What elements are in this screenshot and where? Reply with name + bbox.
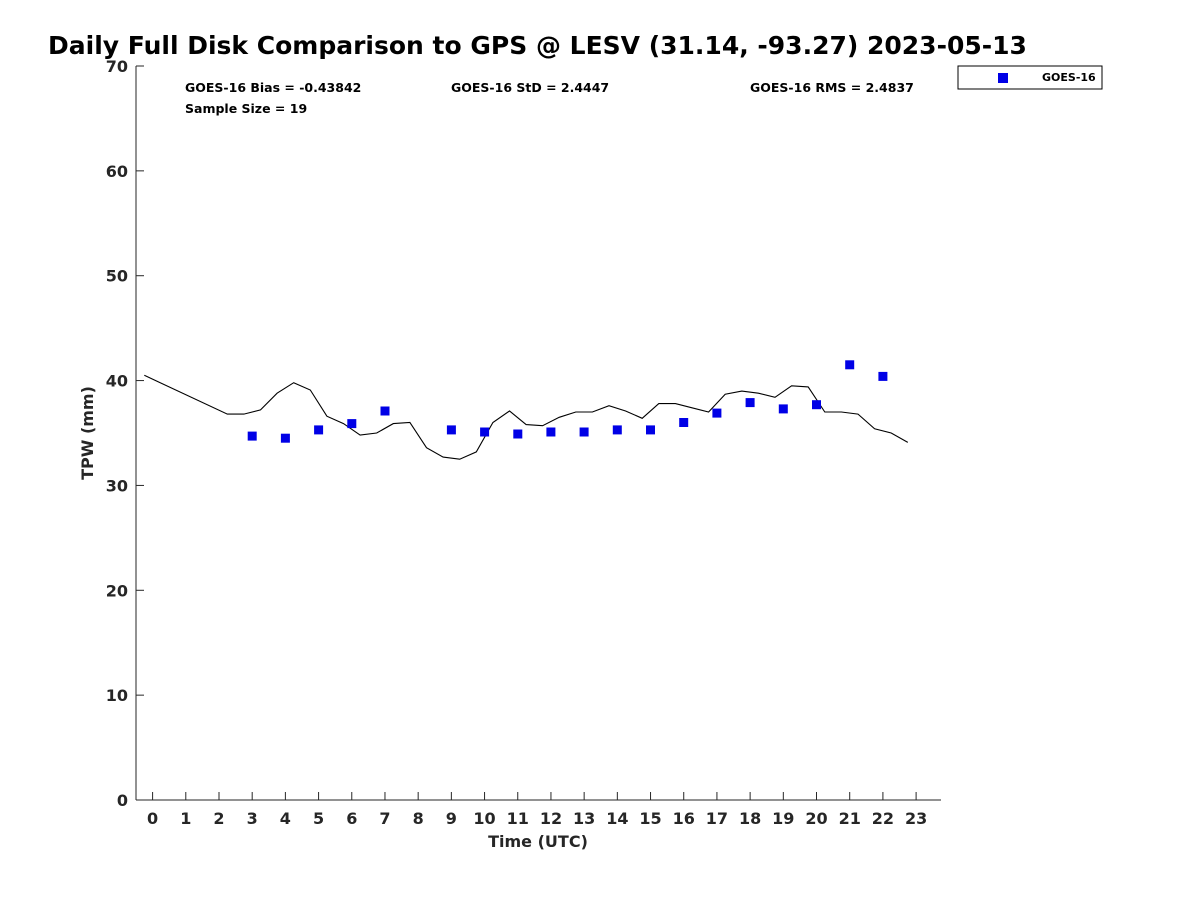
y-tick-label: 70 — [106, 57, 128, 76]
y-tick-label: 60 — [106, 162, 128, 181]
x-tick-label: 17 — [706, 809, 728, 828]
y-tick-label: 0 — [117, 791, 128, 810]
goes-16-point — [646, 425, 655, 435]
x-tick-label: 0 — [147, 809, 158, 828]
goes-16-point — [612, 425, 622, 435]
legend-label-goes-16: GOES-16 — [1042, 71, 1096, 84]
goes-16-point — [745, 398, 755, 408]
y-tick-label: 10 — [106, 686, 128, 705]
goes-16-point — [679, 418, 689, 427]
goes-16-point — [579, 427, 589, 437]
goes-16-point — [280, 433, 290, 443]
goes-16-point — [446, 425, 456, 435]
stat-rms: GOES-16 RMS = 2.4837 — [750, 80, 914, 95]
x-tick-label: 2 — [213, 809, 224, 828]
x-tick-label: 7 — [379, 809, 390, 828]
x-tick-label: 18 — [739, 809, 761, 828]
x-tick-label: 15 — [639, 809, 661, 828]
y-tick-label: 50 — [106, 267, 128, 286]
goes-16-point — [712, 408, 722, 418]
y-tick-label: 30 — [106, 476, 128, 495]
goes-16-point — [380, 406, 390, 416]
x-axis-label: Time (UTC) — [488, 832, 588, 851]
goes-16-point — [513, 429, 523, 439]
y-tick-label: 40 — [106, 372, 128, 391]
x-tick-label: 16 — [673, 809, 695, 828]
x-tick-label: 21 — [839, 809, 861, 828]
x-ticks: 0 1 2 3 4 5 6 7 8 9 10 11 12 13 14 15 16 17 18 19 20 21 22 23 — [147, 792, 927, 828]
x-tick-label: 5 — [313, 809, 324, 828]
x-tick-label: 19 — [772, 809, 794, 828]
x-tick-label: 3 — [247, 809, 258, 828]
stat-sample-size: Sample Size = 19 — [185, 101, 307, 116]
reference-line — [144, 374, 909, 460]
x-tick-label: 8 — [413, 809, 424, 828]
goes-16-point — [878, 371, 888, 381]
goes-16-point — [778, 404, 788, 414]
y-tick-label: 20 — [106, 581, 128, 600]
y-ticks: 0 10 20 30 40 50 60 70 — [106, 57, 144, 810]
x-tick-label: 4 — [280, 809, 291, 828]
x-tick-label: 22 — [872, 809, 894, 828]
stat-std: GOES-16 StD = 2.4447 — [451, 80, 609, 95]
goes-16-point — [314, 425, 324, 435]
x-tick-label: 20 — [805, 809, 827, 828]
legend-box — [957, 65, 1103, 90]
x-tick-label: 23 — [905, 809, 927, 828]
reference-line-series — [144, 374, 909, 460]
x-tick-label: 1 — [180, 809, 191, 828]
legend-marker-goes-16 — [998, 73, 1008, 83]
x-tick-label: 11 — [507, 809, 529, 828]
goes-16-point — [845, 360, 855, 370]
plot-axes — [135, 66, 941, 801]
x-tick-label: 14 — [606, 809, 628, 828]
x-tick-label: 12 — [540, 809, 562, 828]
x-tick-label: 13 — [573, 809, 595, 828]
goes-16-points — [247, 360, 888, 443]
goes-16-point — [812, 400, 821, 410]
y-axis-label: TPW (mm) — [78, 386, 97, 480]
x-tick-label: 9 — [446, 809, 457, 828]
chart-title: Daily Full Disk Comparison to GPS @ LESV… — [48, 31, 1027, 60]
x-tick-label: 10 — [473, 809, 495, 828]
stat-bias: GOES-16 Bias = -0.43842 — [185, 80, 361, 95]
goes-16-point — [546, 427, 556, 437]
legend: GOES-16 — [957, 65, 1103, 90]
x-tick-label: 6 — [346, 809, 357, 828]
stats-annotations: GOES-16 Bias = -0.43842 GOES-16 StD = 2.… — [185, 80, 914, 116]
goes-16-point — [480, 427, 490, 437]
goes-16-point — [347, 419, 357, 429]
goes-16-point — [247, 431, 257, 441]
